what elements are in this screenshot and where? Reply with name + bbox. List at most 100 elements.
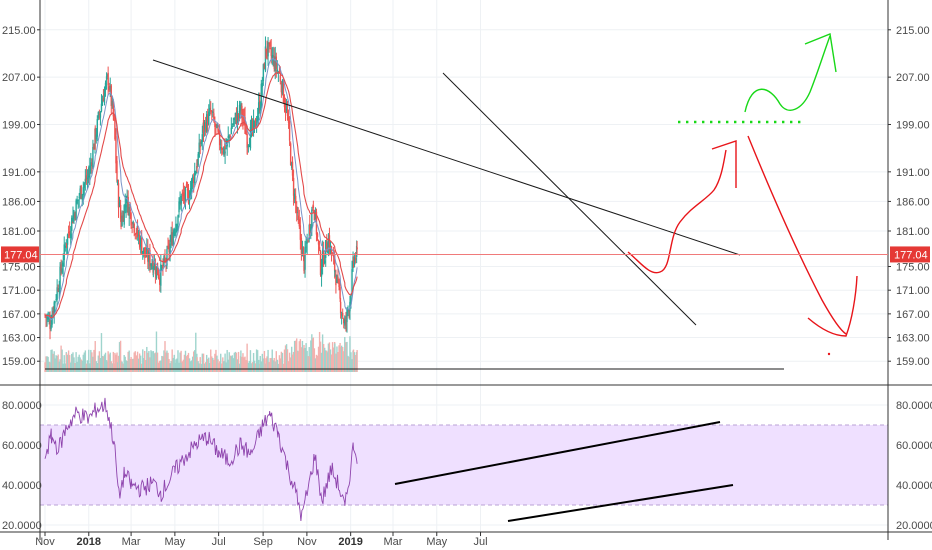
volume-bar — [148, 351, 150, 372]
price-tick-label-right: 191.00 — [896, 167, 930, 179]
candle-body — [215, 123, 217, 126]
candle-body — [271, 55, 273, 58]
volume-bar — [313, 348, 316, 372]
volume-bar — [123, 355, 125, 372]
volume-bar — [155, 331, 158, 372]
candle-body — [234, 112, 237, 118]
volume-bar — [101, 355, 104, 372]
rsi-channel-lower — [507, 484, 734, 522]
volume-bar — [102, 356, 105, 372]
candle-body — [198, 142, 200, 158]
volume-bar — [174, 362, 176, 372]
volume-bar — [156, 352, 159, 372]
candle-body — [69, 233, 72, 238]
candle-body — [255, 124, 258, 126]
candle-body — [116, 182, 119, 184]
price-tick-label-right: 159.00 — [896, 356, 930, 368]
candle-body — [313, 210, 316, 221]
ema-fast-line — [44, 57, 358, 321]
candle-body — [146, 248, 148, 255]
candle-body — [187, 192, 190, 204]
volume-bar — [293, 340, 296, 372]
moving-averages — [44, 57, 358, 321]
candle-body — [226, 139, 228, 147]
candle-body — [278, 71, 281, 74]
price-tick-label-right: 199.00 — [896, 119, 930, 131]
candle-body — [316, 233, 319, 238]
volume-bar — [75, 352, 77, 372]
current-price-badge-left — [1, 246, 39, 263]
volume-bar — [354, 355, 357, 372]
volume-bars — [44, 331, 358, 372]
candle-body — [259, 100, 261, 112]
price-tick-label-left: 191.00 — [2, 167, 36, 179]
candle-body — [155, 266, 158, 278]
volume-bar — [56, 355, 58, 372]
volume-bar — [121, 361, 123, 372]
candle-body — [231, 126, 233, 128]
candle-body — [136, 227, 139, 235]
volume-bar — [164, 341, 166, 372]
candle-body — [176, 224, 178, 227]
volume-bar — [254, 363, 257, 372]
volume-bar — [226, 349, 228, 372]
volume-bar — [117, 355, 120, 372]
candle-body — [164, 257, 166, 260]
candle-body — [293, 193, 296, 200]
volume-bar — [283, 349, 286, 372]
volume-bar — [114, 352, 116, 372]
candle-body — [301, 248, 304, 257]
candle-body — [205, 114, 208, 132]
candle-body — [92, 146, 94, 168]
candle-body — [351, 269, 353, 294]
volume-bar — [228, 352, 230, 372]
candle-body — [66, 234, 69, 245]
candle-body — [147, 248, 149, 262]
candle-body — [244, 117, 246, 134]
rsi-indicator — [44, 397, 734, 522]
rsi-tick-label-right: 60.0000 — [896, 440, 932, 452]
annotation-red-fall — [747, 135, 847, 335]
candle-body — [190, 179, 193, 191]
candle-body — [194, 170, 196, 183]
annotation-red-arrowhead-down — [807, 275, 858, 337]
volume-bar — [111, 363, 114, 372]
candle-body — [328, 235, 331, 251]
volume-bar — [78, 354, 80, 372]
volume-bar — [64, 363, 66, 372]
volume-bar — [146, 346, 148, 372]
volume-bar — [336, 346, 338, 372]
volume-bar — [61, 349, 63, 372]
x-tick-label: Sep — [253, 536, 273, 548]
volume-bar — [122, 363, 124, 372]
candle-body — [167, 245, 169, 248]
candle-body — [59, 266, 61, 290]
candle-body — [118, 202, 121, 207]
candle-body — [82, 187, 84, 196]
candle-body — [152, 268, 155, 270]
candle-body — [141, 238, 143, 254]
volume-bar — [199, 357, 201, 372]
candle-body — [309, 224, 311, 234]
volume-bar — [273, 357, 275, 372]
volume-bar — [352, 349, 355, 372]
candle-body — [209, 107, 211, 112]
volume-bar — [272, 360, 274, 372]
volume-bar — [163, 350, 165, 372]
volume-bar — [322, 343, 325, 372]
candle-body — [230, 127, 233, 135]
volume-bar — [113, 363, 115, 372]
candle-body — [186, 188, 189, 191]
volume-bar — [340, 345, 343, 372]
candle-body — [250, 123, 253, 128]
volume-bar — [183, 354, 186, 372]
volume-bar — [353, 352, 356, 372]
x-tick-label: Mar — [122, 536, 141, 548]
volume-bar — [295, 338, 298, 372]
volume-bar — [351, 359, 353, 372]
candle-body — [175, 223, 177, 235]
volume-bar — [91, 352, 93, 372]
volume-bar — [185, 356, 188, 372]
volume-bar — [161, 355, 163, 372]
